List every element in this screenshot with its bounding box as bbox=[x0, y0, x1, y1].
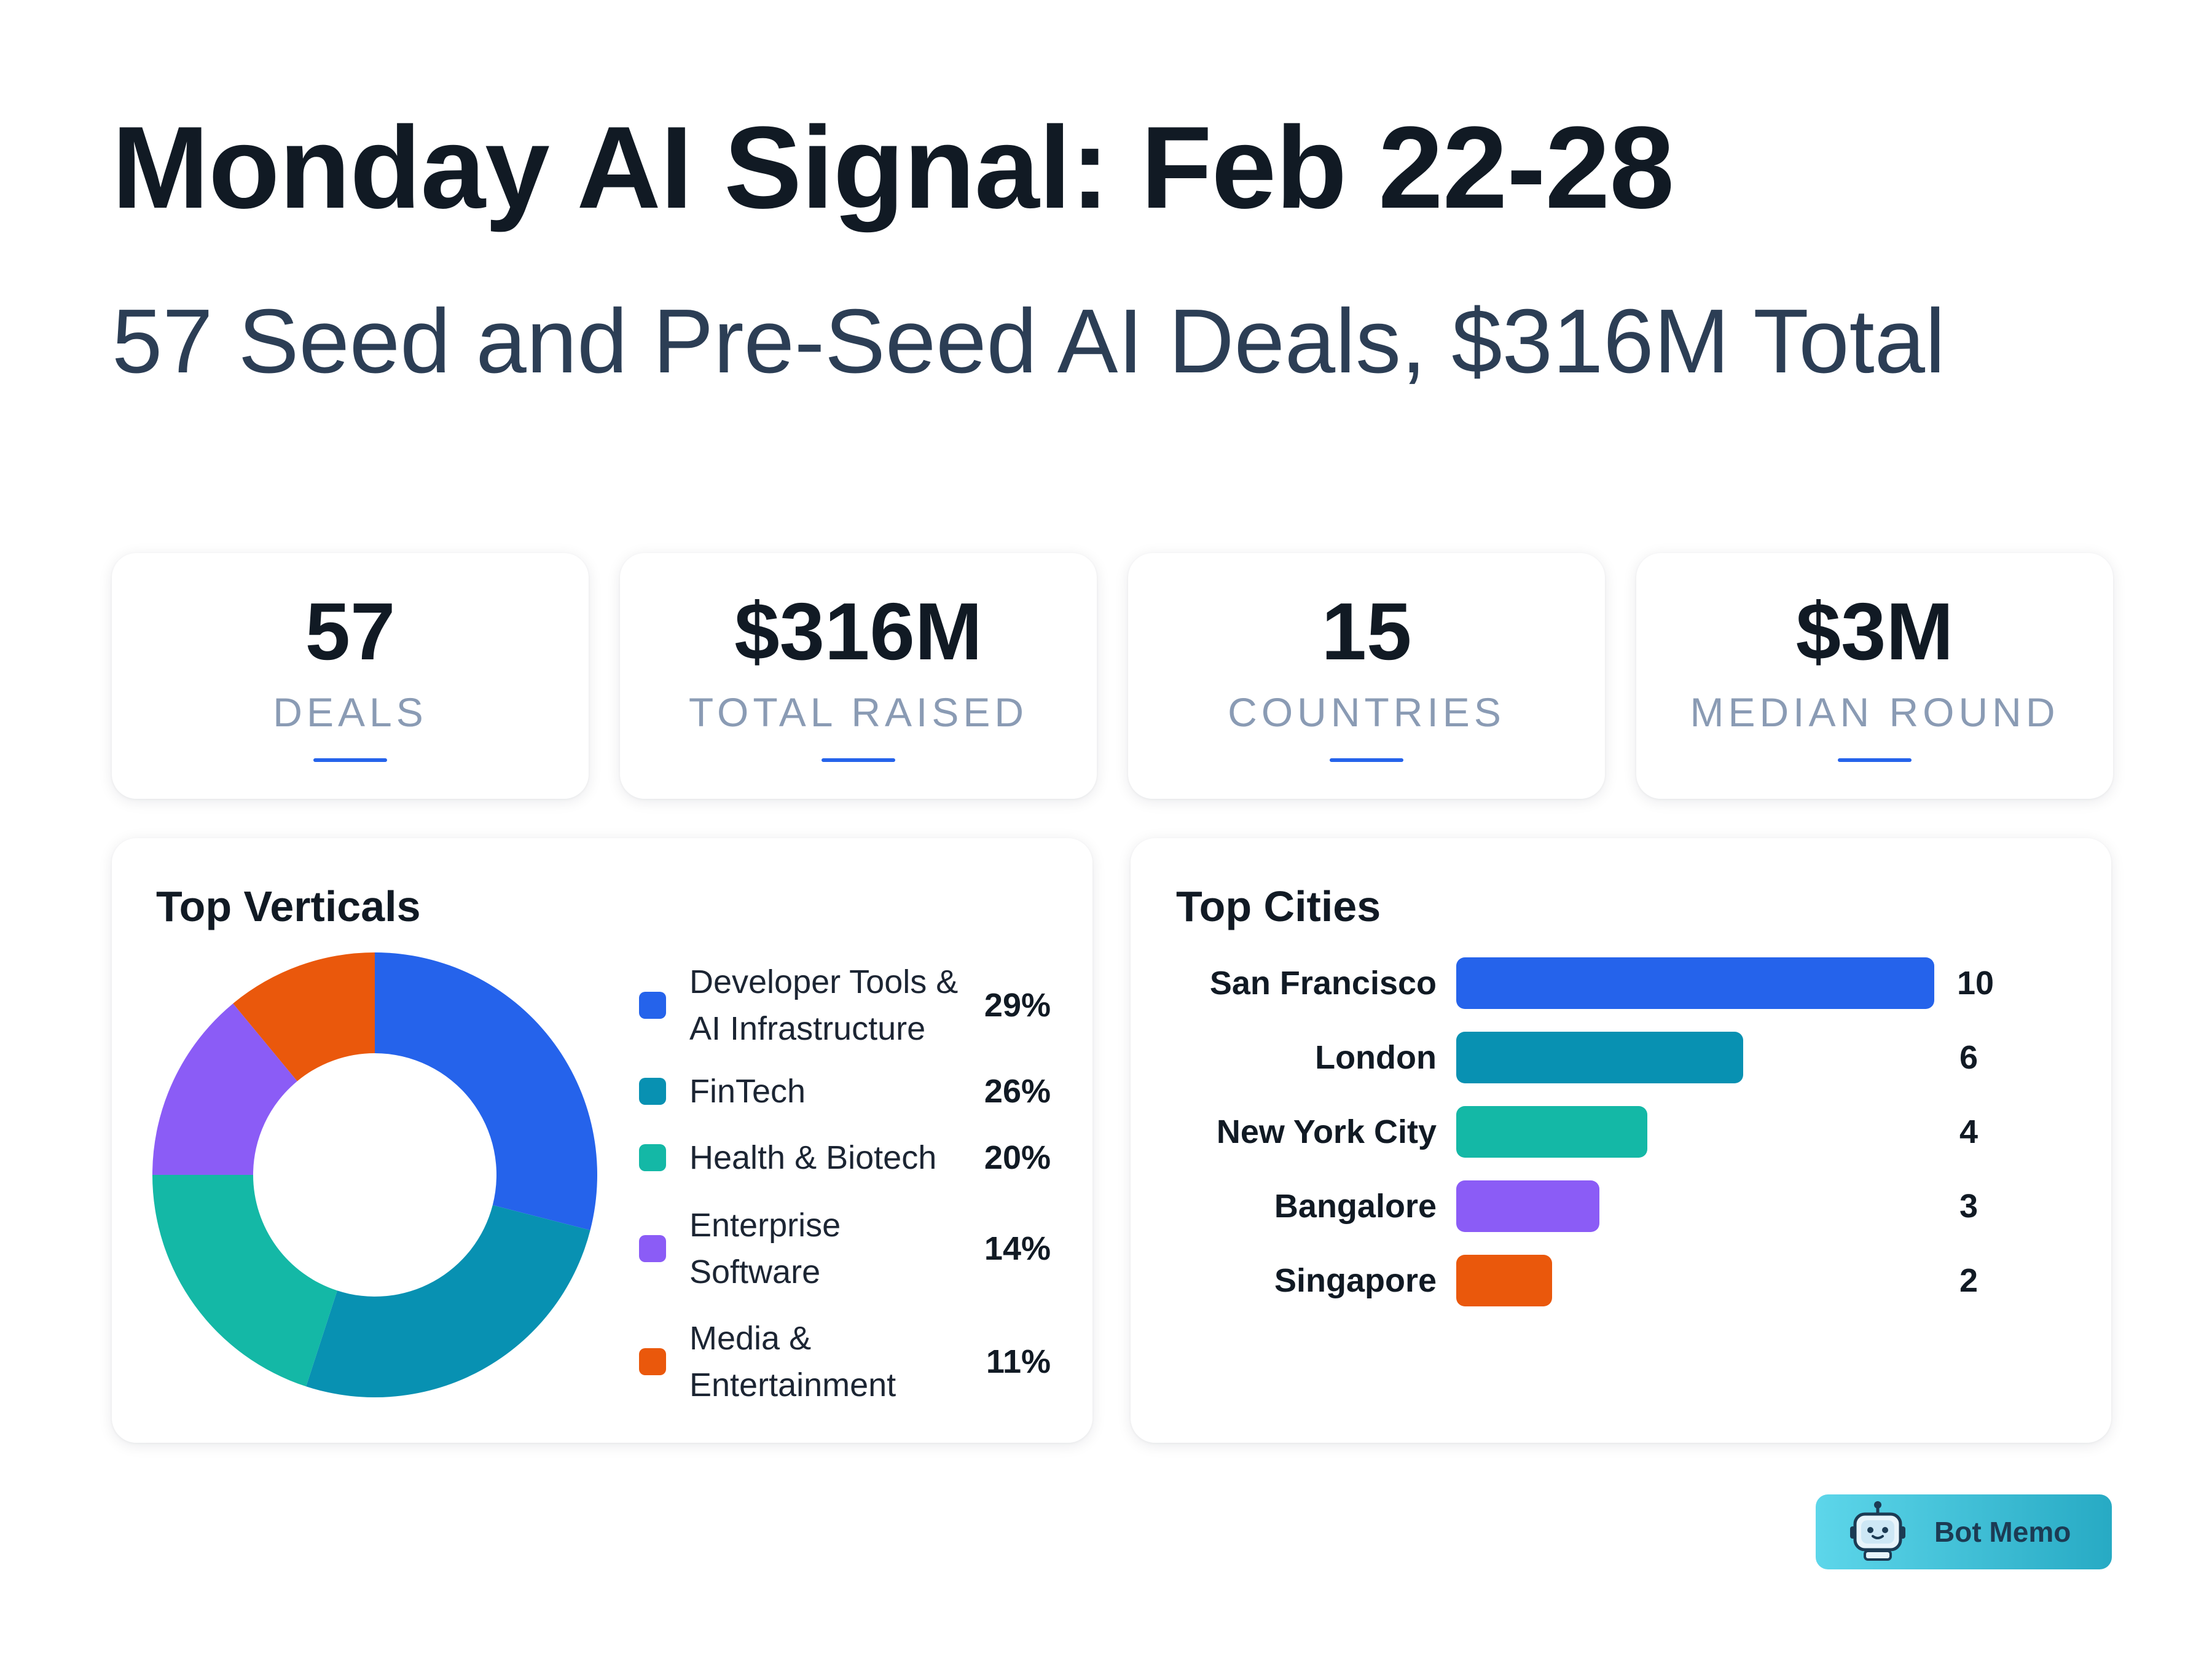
legend-percent: 29% bbox=[984, 987, 1051, 1024]
brand-badge: Bot Memo bbox=[1816, 1494, 2112, 1569]
stat-value: 57 bbox=[305, 586, 396, 677]
city-bar bbox=[1456, 1106, 1647, 1158]
city-count: 3 bbox=[1959, 1188, 1979, 1225]
legend-label: Media & Entertainment bbox=[689, 1315, 960, 1408]
city-count: 6 bbox=[1959, 1039, 1979, 1076]
city-label: Singapore bbox=[1274, 1262, 1437, 1299]
legend-label-line: Enterprise bbox=[689, 1207, 841, 1244]
legend-label-line: FinTech bbox=[689, 1073, 806, 1110]
stat-accent-bar bbox=[822, 758, 895, 762]
cities-title: Top Cities bbox=[1176, 882, 1381, 930]
brand-name: Bot Memo bbox=[1934, 1516, 2071, 1548]
legend-label: Enterprise Software bbox=[689, 1202, 960, 1295]
verticals-title: Top Verticals bbox=[156, 882, 421, 930]
city-bar bbox=[1456, 1180, 1599, 1232]
city-label: San Francisco bbox=[1209, 965, 1437, 1002]
legend-swatch bbox=[639, 1348, 666, 1375]
legend-swatch bbox=[639, 1235, 666, 1262]
verticals-panel: Top Verticals Developer Tools & AI Infras… bbox=[112, 838, 1092, 1443]
legend-label: Health & Biotech bbox=[689, 1134, 960, 1181]
donut-slice bbox=[152, 1175, 337, 1387]
legend-label: Developer Tools & AI Infrastructure bbox=[689, 959, 960, 1052]
city-label: London bbox=[1315, 1039, 1437, 1076]
stat-card-countries: 15 COUNTRIES bbox=[1128, 553, 1605, 799]
donut-slice bbox=[152, 1003, 297, 1175]
legend-label-line: Entertainment bbox=[689, 1367, 896, 1403]
city-bar bbox=[1456, 1032, 1743, 1083]
donut-slice bbox=[233, 952, 375, 1081]
legend-swatch bbox=[639, 1144, 666, 1171]
stat-label: MEDIAN ROUND bbox=[1690, 689, 2060, 735]
page-title: Monday AI Signal: Feb 22-28 bbox=[112, 103, 1674, 233]
stat-value: $316M bbox=[734, 586, 982, 677]
stat-card-deals: 57 DEALS bbox=[112, 553, 589, 799]
city-bar bbox=[1456, 957, 1934, 1009]
city-count: 10 bbox=[1957, 965, 1994, 1002]
city-count: 2 bbox=[1959, 1262, 1979, 1299]
legend-label-line: Software bbox=[689, 1254, 821, 1290]
legend-label-line: Media & bbox=[689, 1320, 812, 1357]
stat-value: $3M bbox=[1795, 586, 1954, 677]
stat-label: DEALS bbox=[273, 689, 428, 735]
donut-slice bbox=[375, 952, 597, 1231]
city-label: Bangalore bbox=[1274, 1188, 1437, 1225]
donut-chart bbox=[152, 952, 597, 1397]
legend-swatch bbox=[639, 1078, 666, 1105]
legend-label: FinTech bbox=[689, 1068, 960, 1115]
stat-card-total-raised: $316M TOTAL RAISED bbox=[620, 553, 1097, 799]
city-label: New York City bbox=[1216, 1113, 1437, 1150]
legend-percent: 14% bbox=[984, 1230, 1051, 1267]
stat-label: TOTAL RAISED bbox=[688, 689, 1029, 735]
city-bar bbox=[1456, 1255, 1552, 1306]
legend-percent: 11% bbox=[986, 1343, 1051, 1380]
stat-value: 15 bbox=[1321, 586, 1412, 677]
city-count: 4 bbox=[1959, 1113, 1979, 1150]
legend-swatch bbox=[639, 992, 666, 1019]
stat-accent-bar bbox=[313, 758, 387, 762]
donut-slice bbox=[306, 1205, 590, 1397]
legend-label-line: Developer Tools & bbox=[689, 964, 959, 1000]
robot-icon bbox=[1850, 1501, 1905, 1561]
legend-label-line: Health & Biotech bbox=[689, 1139, 937, 1176]
legend-percent: 26% bbox=[984, 1073, 1051, 1110]
page-subtitle: 57 Seed and Pre-Seed AI Deals, $316M Tot… bbox=[112, 291, 1945, 392]
cities-panel: Top Cities San Francisco 10 London 6 New Yor… bbox=[1131, 838, 2111, 1443]
legend-percent: 20% bbox=[984, 1139, 1051, 1176]
stat-card-median-round: $3M MEDIAN ROUND bbox=[1636, 553, 2113, 799]
stat-accent-bar bbox=[1838, 758, 1912, 762]
stat-label: COUNTRIES bbox=[1228, 689, 1505, 735]
stat-accent-bar bbox=[1330, 758, 1403, 762]
legend-label-line: AI Infrastructure bbox=[689, 1010, 926, 1047]
